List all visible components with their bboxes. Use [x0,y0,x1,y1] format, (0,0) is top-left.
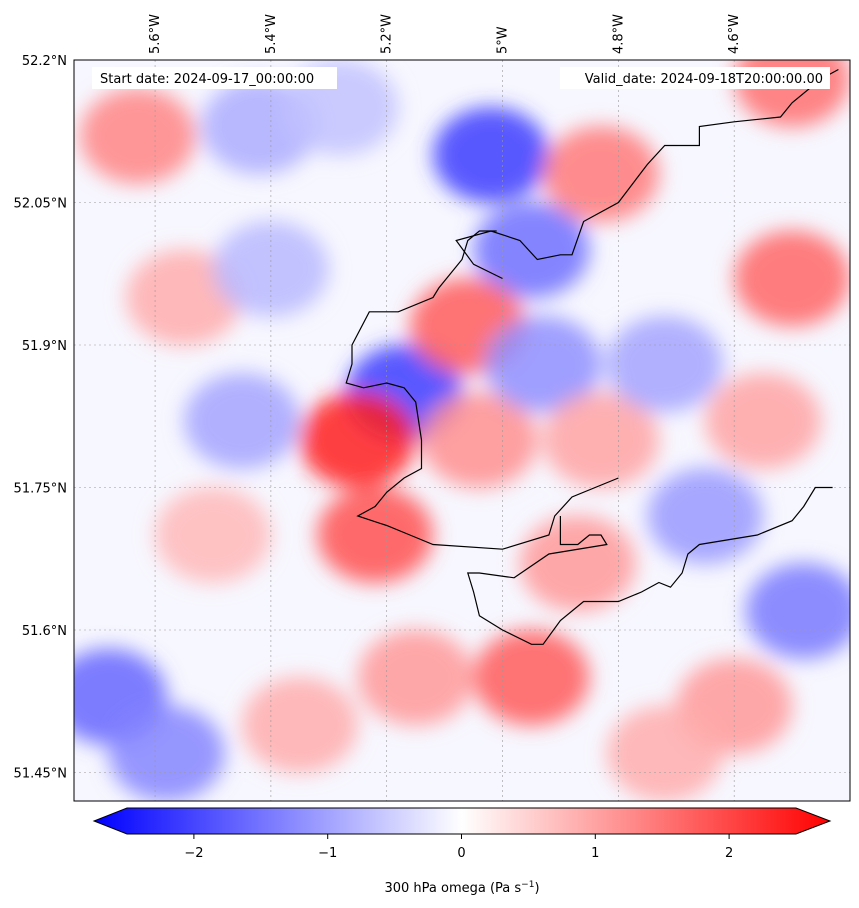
omega-cell [317,487,434,583]
lon-tick-label: 5°W [496,26,511,54]
map-area: Start date: 2024-09-17_00:00:00 Valid_da… [73,59,851,802]
omega-cell [606,705,723,801]
colorbar: −2 −1 0 1 2 300 hPa omega (Pa s−1) [92,807,832,896]
omega-cell [241,677,358,773]
omega-cell [734,230,850,327]
longitude-tick-labels: 5.6°W 5.4°W 5.2°W 5°W 4.8°W 4.6°W [148,14,742,54]
omega-cell [542,126,659,222]
valid-date-label: Valid_date: 2024-09-18T20:00:00.00 [585,72,823,87]
start-date-banner [92,67,337,89]
colorbar-tick-label: 2 [725,846,733,861]
colorbar-label: 300 hPa omega (Pa s−1) [384,880,539,896]
start-date-label: Start date: 2024-09-17_00:00:00 [100,72,314,87]
colorbar-tick-label: 0 [457,846,465,861]
latitude-tick-labels: 52.2°N 52.05°N 51.9°N 51.75°N 51.6°N 51.45°N [14,54,67,782]
omega-cell [519,515,636,612]
coastlines [345,68,839,645]
omega-cell [432,107,549,203]
valid-date-banner [560,67,830,89]
coastline [466,486,833,645]
lat-tick-label: 52.05°N [14,197,67,212]
lat-tick-label: 51.45°N [14,767,67,782]
omega-cell [212,221,329,317]
lon-tick-label: 4.8°W [611,14,626,54]
lon-tick-label: 5.6°W [148,14,163,54]
omega-cell [154,487,271,583]
colorbar-tick-label: −1 [318,846,337,861]
omega-cell [705,373,822,469]
omega-cell [745,563,850,659]
colorbar-tick-label: 1 [591,846,599,861]
gridlines [74,60,850,801]
omega-field [74,60,850,801]
lon-tick-label: 5.4°W [264,14,279,54]
lat-tick-label: 51.6°N [22,624,67,639]
omega-cell [542,392,659,488]
colorbar-label-exponent: −1 [521,880,534,890]
colorbar-tick-label: −2 [184,846,203,861]
omega-cell [357,629,474,726]
omega-cell [299,392,416,488]
lat-tick-label: 51.75°N [14,482,67,497]
omega-cell [485,316,602,412]
colorbar-body [92,807,832,835]
omega-cell [108,705,225,801]
lon-tick-label: 5.2°W [380,14,395,54]
omega-cell [421,392,538,488]
lat-tick-label: 51.9°N [22,339,67,354]
coastline [345,230,619,550]
omega-cell [606,316,723,412]
lon-tick-label: 4.6°W [727,14,742,54]
omega-cell [183,373,300,469]
lat-tick-label: 52.2°N [22,54,67,69]
omega-cell [79,88,196,184]
colorbar-ticks: −2 −1 0 1 2 [184,834,733,861]
map-frame [73,59,851,802]
omega-cell [647,468,764,564]
